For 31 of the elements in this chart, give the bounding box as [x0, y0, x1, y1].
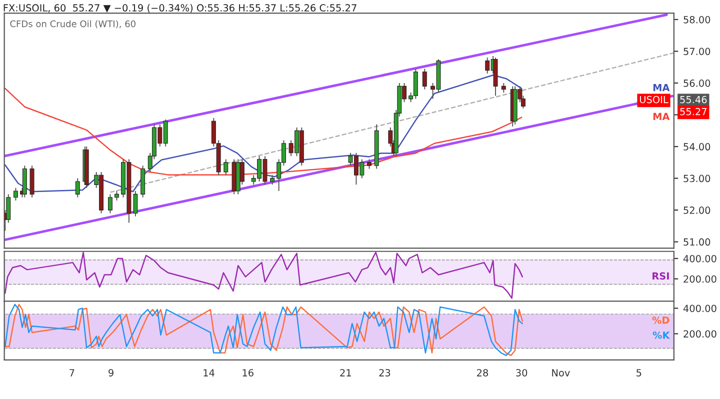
text: MA	[653, 112, 670, 120]
y-tick-label: 53.00	[684, 174, 710, 182]
y-tick-label: 200.00	[684, 275, 716, 283]
text: 55.46	[680, 96, 707, 104]
x-tick-label: 28	[477, 369, 488, 376]
y-tick-label: 51.00	[684, 238, 710, 246]
x-tick-label: 5	[636, 369, 642, 376]
y-tick-label: 56.00	[684, 80, 710, 87]
x-tick-label: Nov	[552, 369, 570, 376]
x-tick-label: 9	[108, 369, 114, 376]
y-tick-label: 400.00	[683, 254, 716, 262]
x-tick-label: 30	[516, 369, 528, 376]
text: %K	[652, 331, 670, 339]
text: RSI	[652, 272, 669, 280]
y-tick-label: 400.00	[683, 304, 716, 312]
annotation: USOIL	[640, 96, 668, 104]
y-tick-label: 58.00	[684, 16, 710, 24]
x-tick-label: 23	[379, 369, 390, 376]
text: 55.27	[680, 108, 706, 116]
x-tick-label: 21	[340, 369, 351, 376]
text: CFDs on Crude Oil (WTI), 60	[10, 20, 136, 28]
y-tick-label: 52.00	[684, 206, 710, 214]
y-tick-label: 57.00	[684, 48, 710, 56]
x-tick-label: 14	[204, 369, 214, 376]
text: MA	[653, 84, 670, 92]
x-tick-label: 16	[242, 369, 254, 376]
y-tick-label: 54.00	[684, 143, 710, 150]
text: %D	[652, 316, 670, 324]
x-tick-label: 7	[70, 369, 74, 376]
y-tick-label: 200.00	[684, 330, 716, 338]
chart-title: FX:USOIL, 60 55.27 ▼ −0.19 (−0.34%) O:55.36 H:55.37 L:55.26 C:55.27	[4, 4, 356, 13]
